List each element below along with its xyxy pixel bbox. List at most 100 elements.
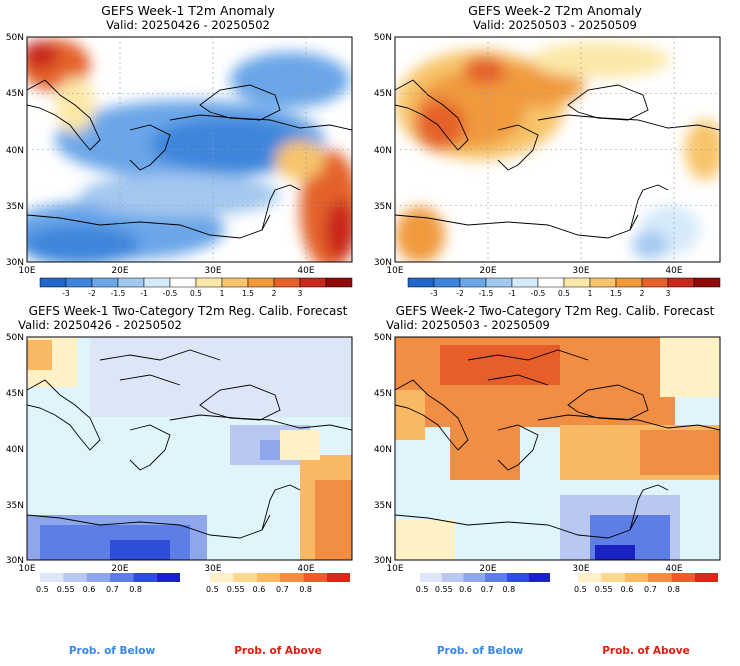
lon-tick-label: 10E [18,266,35,276]
lat-tick-label: 40N [6,445,24,455]
colorbar-tick-label: 0.7 [106,585,119,594]
colorbar-swatch [528,573,550,582]
colorbar-tick-label: 0.7 [481,585,494,594]
lon-tick-label: 40E [297,266,314,276]
lat-tick-label: 50N [6,33,24,43]
lat-lon-gridlines [27,37,352,262]
colorbar-swatch [39,277,67,288]
probability-field [395,337,720,560]
colorbar-swatch [589,277,617,288]
colorbar-swatch [210,573,234,582]
colorbar-tick-label: 2 [272,289,277,298]
panel-week2-probability: GEFS Week-2 Two-Category T2m Reg. Calib.… [374,304,721,657]
colorbar-swatch [117,277,145,288]
colorbar-tick-label: 1.5 [610,289,622,298]
colorbar-swatch [441,573,464,582]
colorbar-tick-label: -2 [88,289,96,298]
panel-valid-dates: Valid: 20250426 - 20250502 [106,18,270,32]
colorbar-swatch [326,573,350,582]
lon-tick-label: 40E [297,564,314,574]
probability-field [27,337,352,560]
colorbar-tick-label: 0.7 [644,585,657,594]
panel-week1-probability: GEFS Week-1 Two-Category T2m Reg. Calib.… [6,304,353,657]
colorbar-swatch [65,277,93,288]
lat-tick-label: 45N [374,89,392,99]
lat-tick-label: 50N [374,33,392,43]
lon-axis-labels: 10E 20E 30E 40E [386,564,682,574]
lat-tick-label: 45N [6,89,24,99]
lat-tick-label: 40N [6,146,24,156]
colorbar-swatch [169,277,197,288]
colorbar-swatch [299,277,327,288]
lat-axis-labels: 50N 45N 40N 35N 30N [6,333,24,566]
lat-tick-label: 35N [6,202,24,212]
colorbar-swatch [40,573,64,582]
below-caption: Prob. of Below [69,645,156,657]
panel-valid-dates: Valid: 20250503 - 20250509 [473,18,637,32]
lon-tick-label: 40E [665,266,682,276]
colorbar-tick-label: 0.6 [459,585,472,594]
colorbar-swatch [407,277,435,288]
colorbar-swatch [156,573,180,582]
colorbar-swatch [110,573,134,582]
colorbar-swatch [485,573,507,582]
colorbar-tick-label: 1 [588,289,593,298]
colorbar-swatch [91,277,119,288]
colorbar-tick-label: 0.55 [227,585,245,594]
lat-tick-label: 45N [374,389,392,399]
colorbar-tick-label: 0.5 [416,585,429,594]
lon-tick-label: 10E [386,266,403,276]
above-colorbar: 0.5 0.55 0.6 0.7 0.8 [574,573,718,594]
lon-tick-label: 30E [204,266,221,276]
lon-axis-labels: 10E 20E 30E 40E [18,266,314,276]
map-area [26,336,353,561]
colorbar-tick-label: 0.5 [574,585,587,594]
above-colorbar: 0.5 0.55 0.6 0.7 0.8 [206,573,350,594]
colorbar-tick-label: -3 [430,289,438,298]
colorbar-swatch [601,573,625,582]
lon-tick-label: 30E [572,266,589,276]
lat-axis-labels: 50N 45N 40N 35N 30N [374,33,392,268]
panel-title: GEFS Week-1 T2m Anomaly [101,3,275,18]
below-colorbar: 0.5 0.55 0.6 0.7 0.8 [36,573,180,594]
colorbar-swatch [641,277,669,288]
colorbar-swatch [233,573,257,582]
lat-tick-label: 45N [6,389,24,399]
colorbar-swatch [433,277,461,288]
colorbar-swatch [133,573,157,582]
panel-valid-dates: Valid: 20250426 - 20250502 [18,318,182,332]
lat-tick-label: 30N [374,258,392,268]
colorbar-swatch [303,573,327,582]
colorbar-swatch [563,277,591,288]
colorbar-tick-label: 0.6 [621,585,634,594]
colorbar-tick-label: -3 [62,289,70,298]
lat-axis-labels: 50N 45N 40N 35N 30N [374,333,392,566]
panel-title: GEFS Week-2 T2m Anomaly [468,3,642,18]
lat-tick-label: 50N [374,333,392,343]
colorbar-tick-label: 0.55 [57,585,75,594]
colorbar-tick-label: 0.8 [299,585,312,594]
colorbar-swatch [667,277,695,288]
lon-axis-labels: 10E 20E 30E 40E [386,266,682,276]
colorbar-swatch [86,573,110,582]
colorbar-tick-label: -0.5 [163,289,178,298]
colorbar-tick-label: 0.7 [276,585,289,594]
lat-tick-label: 30N [6,258,24,268]
colorbar-swatch [195,277,223,288]
lat-tick-label: 30N [374,556,392,566]
colorbar-tick-label: 0.5 [190,289,202,298]
colorbar-swatch [221,277,249,288]
colorbar-tick-label: 0.55 [435,585,453,594]
lon-tick-label: 30E [572,564,589,574]
above-caption: Prob. of Above [602,645,690,657]
colorbar-tick-label: -1.5 [479,289,494,298]
colorbar-tick-label: 3 [666,289,671,298]
colorbar-swatch [273,277,301,288]
colorbar-swatch [247,277,275,288]
lat-tick-label: 35N [6,501,24,511]
colorbar-swatch [256,573,280,582]
coastlines [395,79,720,239]
colorbar-tick-label: 0.6 [83,585,96,594]
